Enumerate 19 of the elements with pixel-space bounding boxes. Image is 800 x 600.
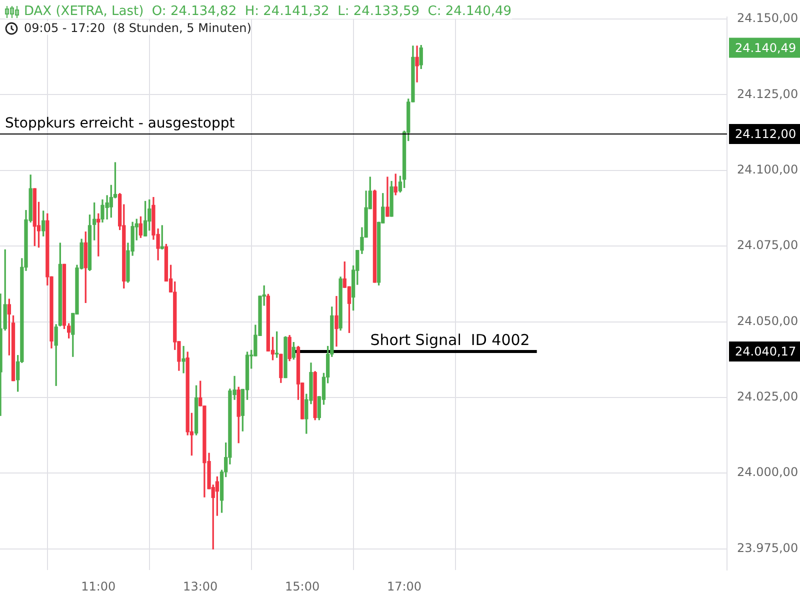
y-tick-label: 24.100,00 [737,162,798,177]
text: 24.112,00 [735,127,796,142]
y-tick-label: 24.150,00 [737,11,798,26]
y-tick-label: 24.050,00 [737,314,798,328]
text: 24.140,49 [735,40,796,55]
text: 24.040,17 [735,344,796,359]
chart-title: DAX (XETRA, Last) O: 24.134,82 H: 24.141,32 L: 24.133,59 C: 24.140,49 [24,4,512,19]
y-tick-label: 24.125,00 [737,86,798,101]
y-tick-label: 24.000,00 [737,465,798,480]
x-tick-label: 11:00 [81,579,116,594]
y-tick-label: 23.975,00 [737,540,798,555]
ref-line-label: Stoppkurs erreicht - ausgestoppt [5,116,236,132]
x-tick-label: 15:00 [285,579,320,594]
chart-subtitle: 09:05 - 17:20 (8 Stunden, 5 Minuten) [24,21,252,35]
x-tick-label: 17:00 [386,579,422,594]
series-label: Short Signal ID 4002 [370,330,530,349]
y-tick-label: 24.025,00 [737,390,798,404]
y-tick-label: 24.075,00 [737,238,798,252]
x-tick-label: 13:00 [183,579,218,594]
